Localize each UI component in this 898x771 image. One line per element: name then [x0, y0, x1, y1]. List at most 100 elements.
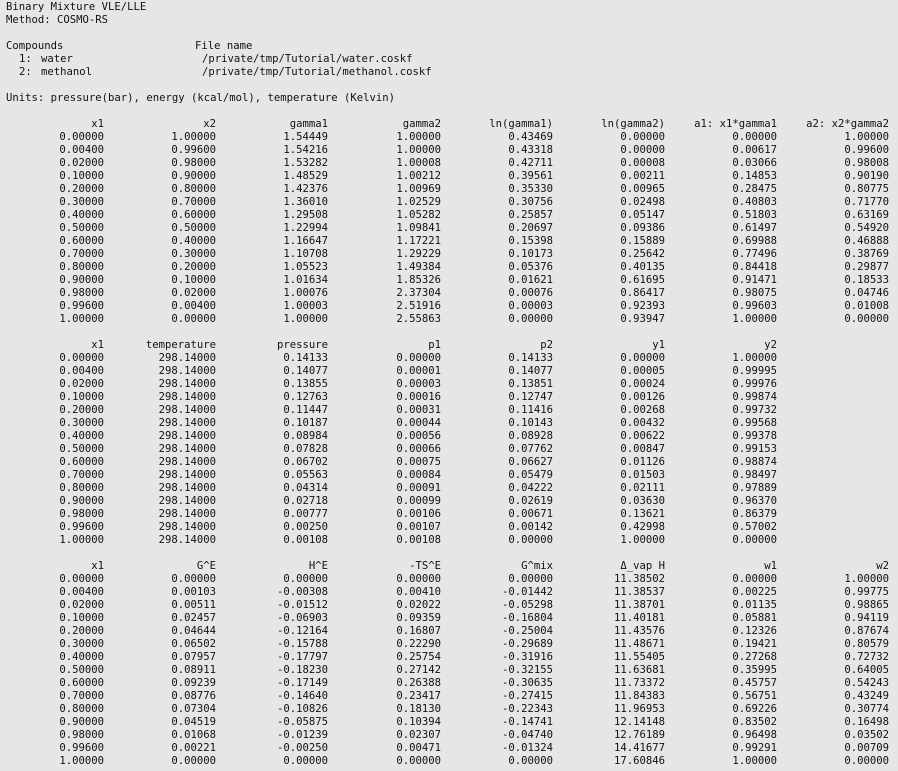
column-header: ln(gamma1) [489, 118, 553, 130]
table-row: 0.00000 1.00000 1.54449 1.00000 0.43469 0.000… [0, 131, 898, 144]
table-cell: 298.14000 [158, 378, 216, 390]
table-cell: 0.03630 [620, 495, 665, 507]
table-cell: 0.00024 [620, 378, 665, 390]
table-row: 0.60000 0.40000 1.16647 1.17221 0.15398 0.158… [0, 235, 898, 248]
table-cell: 0.99600 [844, 144, 889, 156]
table-cell: 0.00000 [844, 755, 889, 767]
table-cell: 0.77496 [732, 248, 777, 260]
table-cell: 0.99995 [732, 365, 777, 377]
table-cell: 0.20000 [59, 625, 104, 637]
table-cell: 0.38769 [844, 248, 889, 260]
table-row: 0.00000 0.00000 0.00000 0.00000 0.00000 11.38… [0, 573, 898, 586]
column-header: x1 [91, 118, 104, 130]
table-cell: 1.09841 [396, 222, 441, 234]
compound-name: methanol [41, 66, 93, 78]
table-cell: 0.99291 [732, 742, 777, 754]
table-cell: 0.00847 [620, 443, 665, 455]
table-cell: 0.13851 [508, 378, 553, 390]
table-cell: 1.00000 [59, 534, 104, 546]
table-cell: 0.40000 [171, 235, 216, 247]
table-cell: -0.05298 [501, 599, 553, 611]
table-row: 0.60000 0.09239 -0.17149 0.26388 -0.30635 11.… [0, 677, 898, 690]
table-cell: 0.01068 [171, 729, 216, 741]
table-cell: 1.00008 [396, 157, 441, 169]
column-header: w1 [764, 560, 777, 572]
table-row: 0.50000 0.50000 1.22994 1.09841 0.20697 0.093… [0, 222, 898, 235]
table-cell: 1.00003 [283, 300, 328, 312]
table-cell: 0.19421 [732, 638, 777, 650]
column-header: y1 [652, 339, 665, 351]
table-cell: 0.00000 [171, 573, 216, 585]
table-cell: 0.07828 [283, 443, 328, 455]
table-row: 0.99600 298.14000 0.00250 0.00107 0.00142 0.4… [0, 521, 898, 534]
table-cell: 0.05147 [620, 209, 665, 221]
table-cell: 0.80579 [844, 638, 889, 650]
table-cell: 0.00126 [620, 391, 665, 403]
table-cell: 0.13621 [620, 508, 665, 520]
table-cell: 0.05376 [508, 261, 553, 273]
table-cell: 0.99600 [59, 742, 104, 754]
table-cell: 0.69226 [732, 703, 777, 715]
table-cell: 0.94119 [844, 612, 889, 624]
table-cell: 0.00000 [508, 573, 553, 585]
table-cell: 0.29877 [844, 261, 889, 273]
table-cell: 0.69988 [732, 235, 777, 247]
table-cell: 0.35330 [508, 183, 553, 195]
table-cell: 0.01008 [844, 300, 889, 312]
table-cell: 0.01135 [732, 599, 777, 611]
column-header: gamma2 [402, 118, 441, 130]
table-cell: 0.10394 [396, 716, 441, 728]
table-cell: 0.04644 [171, 625, 216, 637]
table-cell: 0.00000 [283, 755, 328, 767]
table-cell: 0.00400 [171, 300, 216, 312]
table-cell: 0.92393 [620, 300, 665, 312]
table-cell: 1.29508 [283, 209, 328, 221]
table-cell: 0.10000 [59, 612, 104, 624]
table-cell: 0.12747 [508, 391, 553, 403]
table-cell: 1.00000 [620, 534, 665, 546]
table-cell: 0.72732 [844, 651, 889, 663]
table-cell: 1.01634 [283, 274, 328, 286]
table-cell: 0.08984 [283, 430, 328, 442]
table-cell: 0.40000 [59, 651, 104, 663]
table-cell: -0.14640 [276, 690, 328, 702]
table-cell: 0.00250 [283, 521, 328, 533]
table-cell: 2.37304 [396, 287, 441, 299]
table-cell: 1.00000 [732, 755, 777, 767]
table-cell: 11.43576 [613, 625, 665, 637]
units-line: Units: pressure(bar), energy (kcal/mol),… [6, 92, 396, 104]
table-cell: 11.38502 [613, 573, 665, 585]
column-header: ln(gamma2) [601, 118, 665, 130]
table-cell: 298.14000 [158, 365, 216, 377]
table-cell: -0.05875 [276, 716, 328, 728]
table-cell: 0.98000 [171, 157, 216, 169]
table-cell: 0.00001 [396, 365, 441, 377]
table-cell: 298.14000 [158, 469, 216, 481]
table-cell: 0.12763 [283, 391, 328, 403]
table-cell: 0.43318 [508, 144, 553, 156]
table-cell: 0.87674 [844, 625, 889, 637]
table-cell: 0.04222 [508, 482, 553, 494]
table-cell: 0.35995 [732, 664, 777, 676]
table-cell: 11.40181 [613, 612, 665, 624]
table-cell: 1.00000 [171, 131, 216, 143]
table-cell: 0.10000 [59, 391, 104, 403]
table-cell: 0.00000 [620, 144, 665, 156]
compound-index: 1: [19, 53, 32, 65]
table-cell: 0.10000 [59, 170, 104, 182]
table-cell: 0.05563 [283, 469, 328, 481]
table-cell: 11.55405 [613, 651, 665, 663]
table-cell: 0.61497 [732, 222, 777, 234]
table-cell: 0.00000 [620, 352, 665, 364]
table-cell: 0.00000 [396, 755, 441, 767]
table-cell: 1.00000 [396, 144, 441, 156]
table-cell: 0.14133 [283, 352, 328, 364]
table-cell: 0.00000 [732, 534, 777, 546]
table-cell: 0.80000 [59, 261, 104, 273]
table-cell: 0.86417 [620, 287, 665, 299]
table-cell: -0.17797 [276, 651, 328, 663]
table-row: 0.00400 0.99600 1.54216 1.00000 0.43318 0.000… [0, 144, 898, 157]
table-cell: 0.02619 [508, 495, 553, 507]
table-cell: 0.00000 [59, 573, 104, 585]
table-cell: 0.99976 [732, 378, 777, 390]
